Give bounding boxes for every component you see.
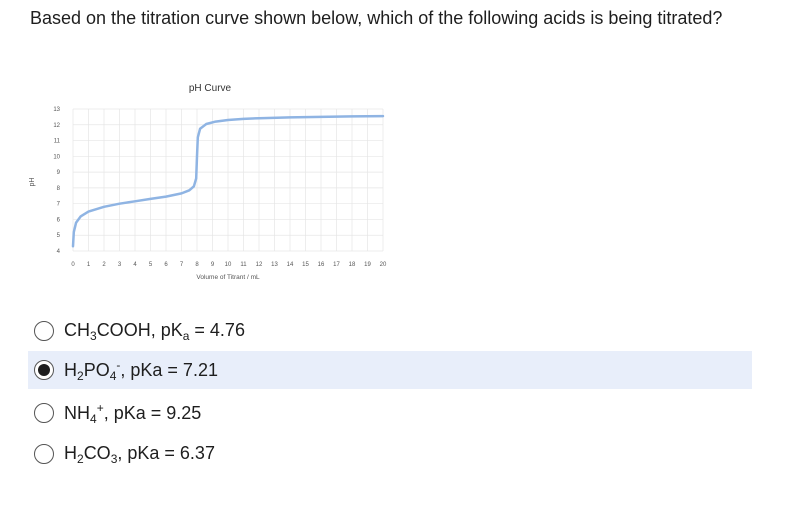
radio-button[interactable]	[34, 321, 54, 341]
x-axis-label: Volume of Titrant / mL	[196, 274, 260, 281]
x-tick-label: 18	[349, 262, 356, 268]
x-tick-label: 7	[180, 262, 184, 268]
y-tick-label: 4	[57, 249, 61, 255]
radio-selected-dot-icon	[38, 364, 50, 376]
y-tick-label: 11	[54, 139, 61, 145]
x-tick-label: 15	[302, 262, 309, 268]
x-tick-labels: 0 1 2 3 4 5 6 7 8 9 10 11 12 13 14 15 16 17 18 19 20	[71, 262, 387, 268]
radio-button[interactable]	[34, 360, 54, 380]
x-tick-label: 4	[133, 262, 137, 268]
x-tick-label: 0	[71, 262, 75, 268]
y-tick-label: 8	[57, 186, 61, 192]
answer-option[interactable]: H2CO3, pKa = 6.37	[28, 435, 752, 473]
y-tick-label: 6	[57, 217, 61, 223]
radio-button[interactable]	[34, 444, 54, 464]
radio-button[interactable]	[34, 403, 54, 423]
x-tick-label: 12	[256, 262, 263, 268]
x-tick-label: 17	[333, 262, 340, 268]
x-tick-label: 13	[271, 262, 278, 268]
x-tick-label: 19	[364, 262, 371, 268]
y-axis-label: pH	[29, 178, 36, 187]
answer-option-label: CH3COOH, pKa = 4.76	[64, 319, 245, 343]
y-tick-label: 9	[57, 170, 61, 176]
x-tick-label: 3	[118, 262, 122, 268]
answer-option-label: H2PO4-, pKa = 7.21	[64, 357, 218, 383]
ph-curve-line	[71, 114, 385, 248]
y-tick-label: 13	[53, 107, 60, 113]
chart-title: pH Curve	[189, 83, 232, 94]
y-tick-label: 12	[53, 123, 60, 129]
x-tick-label: 6	[164, 262, 168, 268]
question-text: Based on the titration curve shown below…	[30, 8, 723, 28]
chart-grid	[72, 108, 384, 252]
y-tick-labels: 4 5 6 7 8 9 10 11 12 13	[53, 107, 60, 255]
x-tick-label: 5	[149, 262, 153, 268]
x-tick-label: 8	[195, 262, 199, 268]
answer-option-label: H2CO3, pKa = 6.37	[64, 442, 215, 466]
x-tick-label: 20	[380, 262, 387, 268]
titration-chart: 0 1 2 3 4 5 6 7 8 9 10 11 12 13 14 15 16 17 18 19 20 4567891…	[29, 83, 387, 281]
x-tick-label: 11	[240, 262, 247, 268]
x-tick-label: 10	[225, 262, 232, 268]
x-tick-label: 2	[102, 262, 106, 268]
x-tick-label: 16	[318, 262, 325, 268]
y-tick-label: 5	[57, 233, 61, 239]
x-tick-label: 1	[87, 262, 91, 268]
x-tick-label: 14	[287, 262, 294, 268]
y-tick-label: 10	[53, 154, 60, 160]
y-tick-label: 7	[57, 202, 61, 208]
answer-option-label: NH4+, pKa = 9.25	[64, 400, 202, 426]
answer-option[interactable]: H2PO4-, pKa = 7.21	[28, 351, 752, 389]
x-tick-label: 9	[211, 262, 215, 268]
answer-option[interactable]: CH3COOH, pKa = 4.76	[28, 312, 752, 350]
answer-option[interactable]: NH4+, pKa = 9.25	[28, 394, 752, 432]
